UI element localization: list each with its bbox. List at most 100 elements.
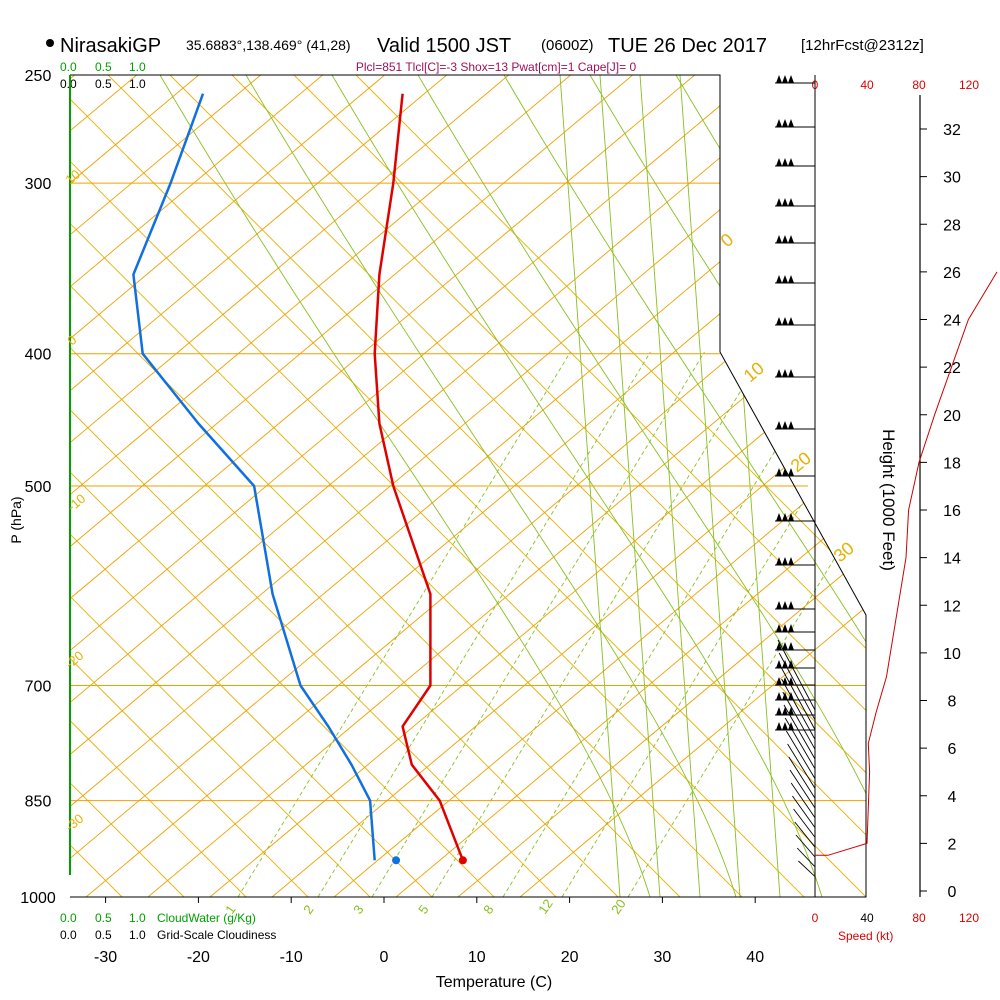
isotherm-line — [70, 75, 257, 897]
isotherm-line — [70, 75, 381, 897]
valid-date: TUE 26 Dec 2017 — [608, 35, 767, 57]
wind-barb-flag — [776, 557, 782, 565]
pressure-tick-250: 250 — [25, 68, 52, 85]
isotherm-line — [147, 75, 866, 897]
moist-adiabat-line — [159, 75, 651, 897]
temperature-line — [373, 93, 465, 861]
wind-barb-shaft — [787, 743, 816, 789]
wind-barb-flag — [788, 601, 794, 609]
mixing-ratio-line — [237, 351, 571, 897]
wind-barb-flag — [782, 369, 788, 377]
wind-barb-shaft — [780, 665, 816, 730]
mixing-ratio-line — [317, 351, 651, 897]
cloud-top-green-2: 1.0 — [129, 60, 146, 74]
height-tick-label: 24 — [943, 313, 961, 330]
cloud-bottom-green-0: 0.0 — [60, 911, 77, 925]
isotherm-line — [70, 75, 753, 897]
wind-barb-flag — [788, 369, 794, 377]
mixing-ratio-label: 12 — [535, 896, 556, 916]
cloud-top-green-1: 0.5 — [95, 60, 112, 74]
pressure-tick-400: 400 — [25, 347, 52, 364]
height-tick-label: 4 — [948, 789, 957, 806]
wind-barb-shaft — [794, 821, 816, 848]
wind-barb-flag — [788, 421, 794, 429]
height-tick-label: 10 — [943, 646, 961, 663]
pressure-tick-850: 850 — [25, 794, 52, 811]
speed-bottom-120: 120 — [959, 911, 979, 925]
surface-dewpoint-point — [392, 856, 401, 865]
isotherm-line — [333, 75, 866, 897]
isotherm-line — [70, 75, 866, 897]
wind-barb-flag — [782, 235, 788, 243]
speed-top-120: 120 — [959, 78, 979, 92]
pressure-tick-700: 700 — [25, 679, 52, 696]
wind-barb-flag — [788, 707, 794, 715]
isotherm-line — [457, 75, 866, 897]
wind-barb-flag — [776, 75, 782, 83]
wind-barb-flag — [788, 198, 794, 206]
wind-barb-flag — [782, 119, 788, 127]
dry-adiabat-label: -30 — [62, 811, 86, 835]
height-tick-label: 14 — [943, 551, 961, 568]
isotherm-line — [519, 75, 866, 897]
pressure-tick-1000: 1000 — [20, 890, 56, 907]
sounding-series — [132, 93, 467, 865]
wind-barb-flag — [776, 119, 782, 127]
mixing-ratio-label: 8 — [480, 902, 496, 917]
speed-ticks-bottom: 0 40 80 120 — [812, 911, 980, 925]
isotherm-line — [70, 75, 567, 897]
speed-ticks-top: 0 40 80 120 — [812, 78, 980, 92]
wind-barb-shaft — [777, 639, 816, 711]
cloud-top-black-0: 0.0 — [60, 77, 77, 91]
wind-barb-flag — [776, 707, 782, 715]
height-tick-label: 22 — [943, 360, 961, 377]
wind-barb-flag — [788, 722, 794, 730]
wind-barb-flag — [776, 513, 782, 521]
temperature-tick-label: 30 — [654, 949, 672, 966]
wind-barb-flag — [788, 557, 794, 565]
isotherm-line — [70, 75, 629, 897]
wind-barb-flag — [776, 677, 782, 685]
wind-barb-flag — [782, 601, 788, 609]
station-location: 35.6883°,138.469° (41,28) — [186, 37, 351, 53]
wind-barb-shaft — [793, 808, 816, 838]
cloud-bottom-green-2: 1.0 — [129, 911, 146, 925]
temperature-tick-label: 10 — [468, 949, 486, 966]
wind-barb-shaft — [783, 704, 816, 760]
cloud-bottom-black-0: 0.0 — [60, 928, 77, 942]
cloudwater-label: CloudWater (g/Kg) — [157, 911, 256, 925]
cloud-bottom-black-1: 0.5 — [95, 928, 112, 942]
wind-barb-flag — [776, 692, 782, 700]
wind-barb-flag — [782, 75, 788, 83]
valid-zulu: (0600Z) — [541, 37, 594, 54]
mixing-ratio-label: 5 — [415, 902, 431, 917]
wind-barb-flag — [776, 624, 782, 632]
wind-barb-flag — [788, 468, 794, 476]
dry-adiabat-label: 0 — [64, 332, 79, 348]
plot-outline — [70, 74, 867, 898]
wind-barb-flag — [782, 707, 788, 715]
isotherm-line — [85, 75, 866, 897]
wind-barb-flag — [788, 642, 794, 650]
wind-barb-flag — [788, 513, 794, 521]
moist-adiabat-line — [417, 75, 866, 897]
speed-bottom-80: 80 — [912, 911, 926, 925]
isotherm-line — [70, 75, 866, 897]
dry-adiabat-label: 10 — [740, 358, 768, 386]
height-tick-label: 28 — [943, 217, 961, 234]
cloudiness-label: Grid-Scale Cloudiness — [157, 928, 276, 942]
pressure-tick-500: 500 — [25, 479, 52, 496]
cloud-top-black-2: 1.0 — [129, 77, 146, 91]
height-tick-label: 26 — [943, 265, 961, 282]
moist-adiabat-line — [331, 75, 823, 897]
height-tick-label: 2 — [948, 836, 957, 853]
wind-barb-shaft — [786, 730, 816, 779]
temperature-axis-title: Temperature (C) — [436, 974, 552, 991]
wind-barb-shaft — [781, 678, 816, 740]
isotherm-line — [70, 75, 71, 897]
moist-adiabat-line — [503, 75, 866, 897]
wind-barb-shaft — [784, 717, 816, 770]
isotherm-line — [209, 75, 866, 897]
